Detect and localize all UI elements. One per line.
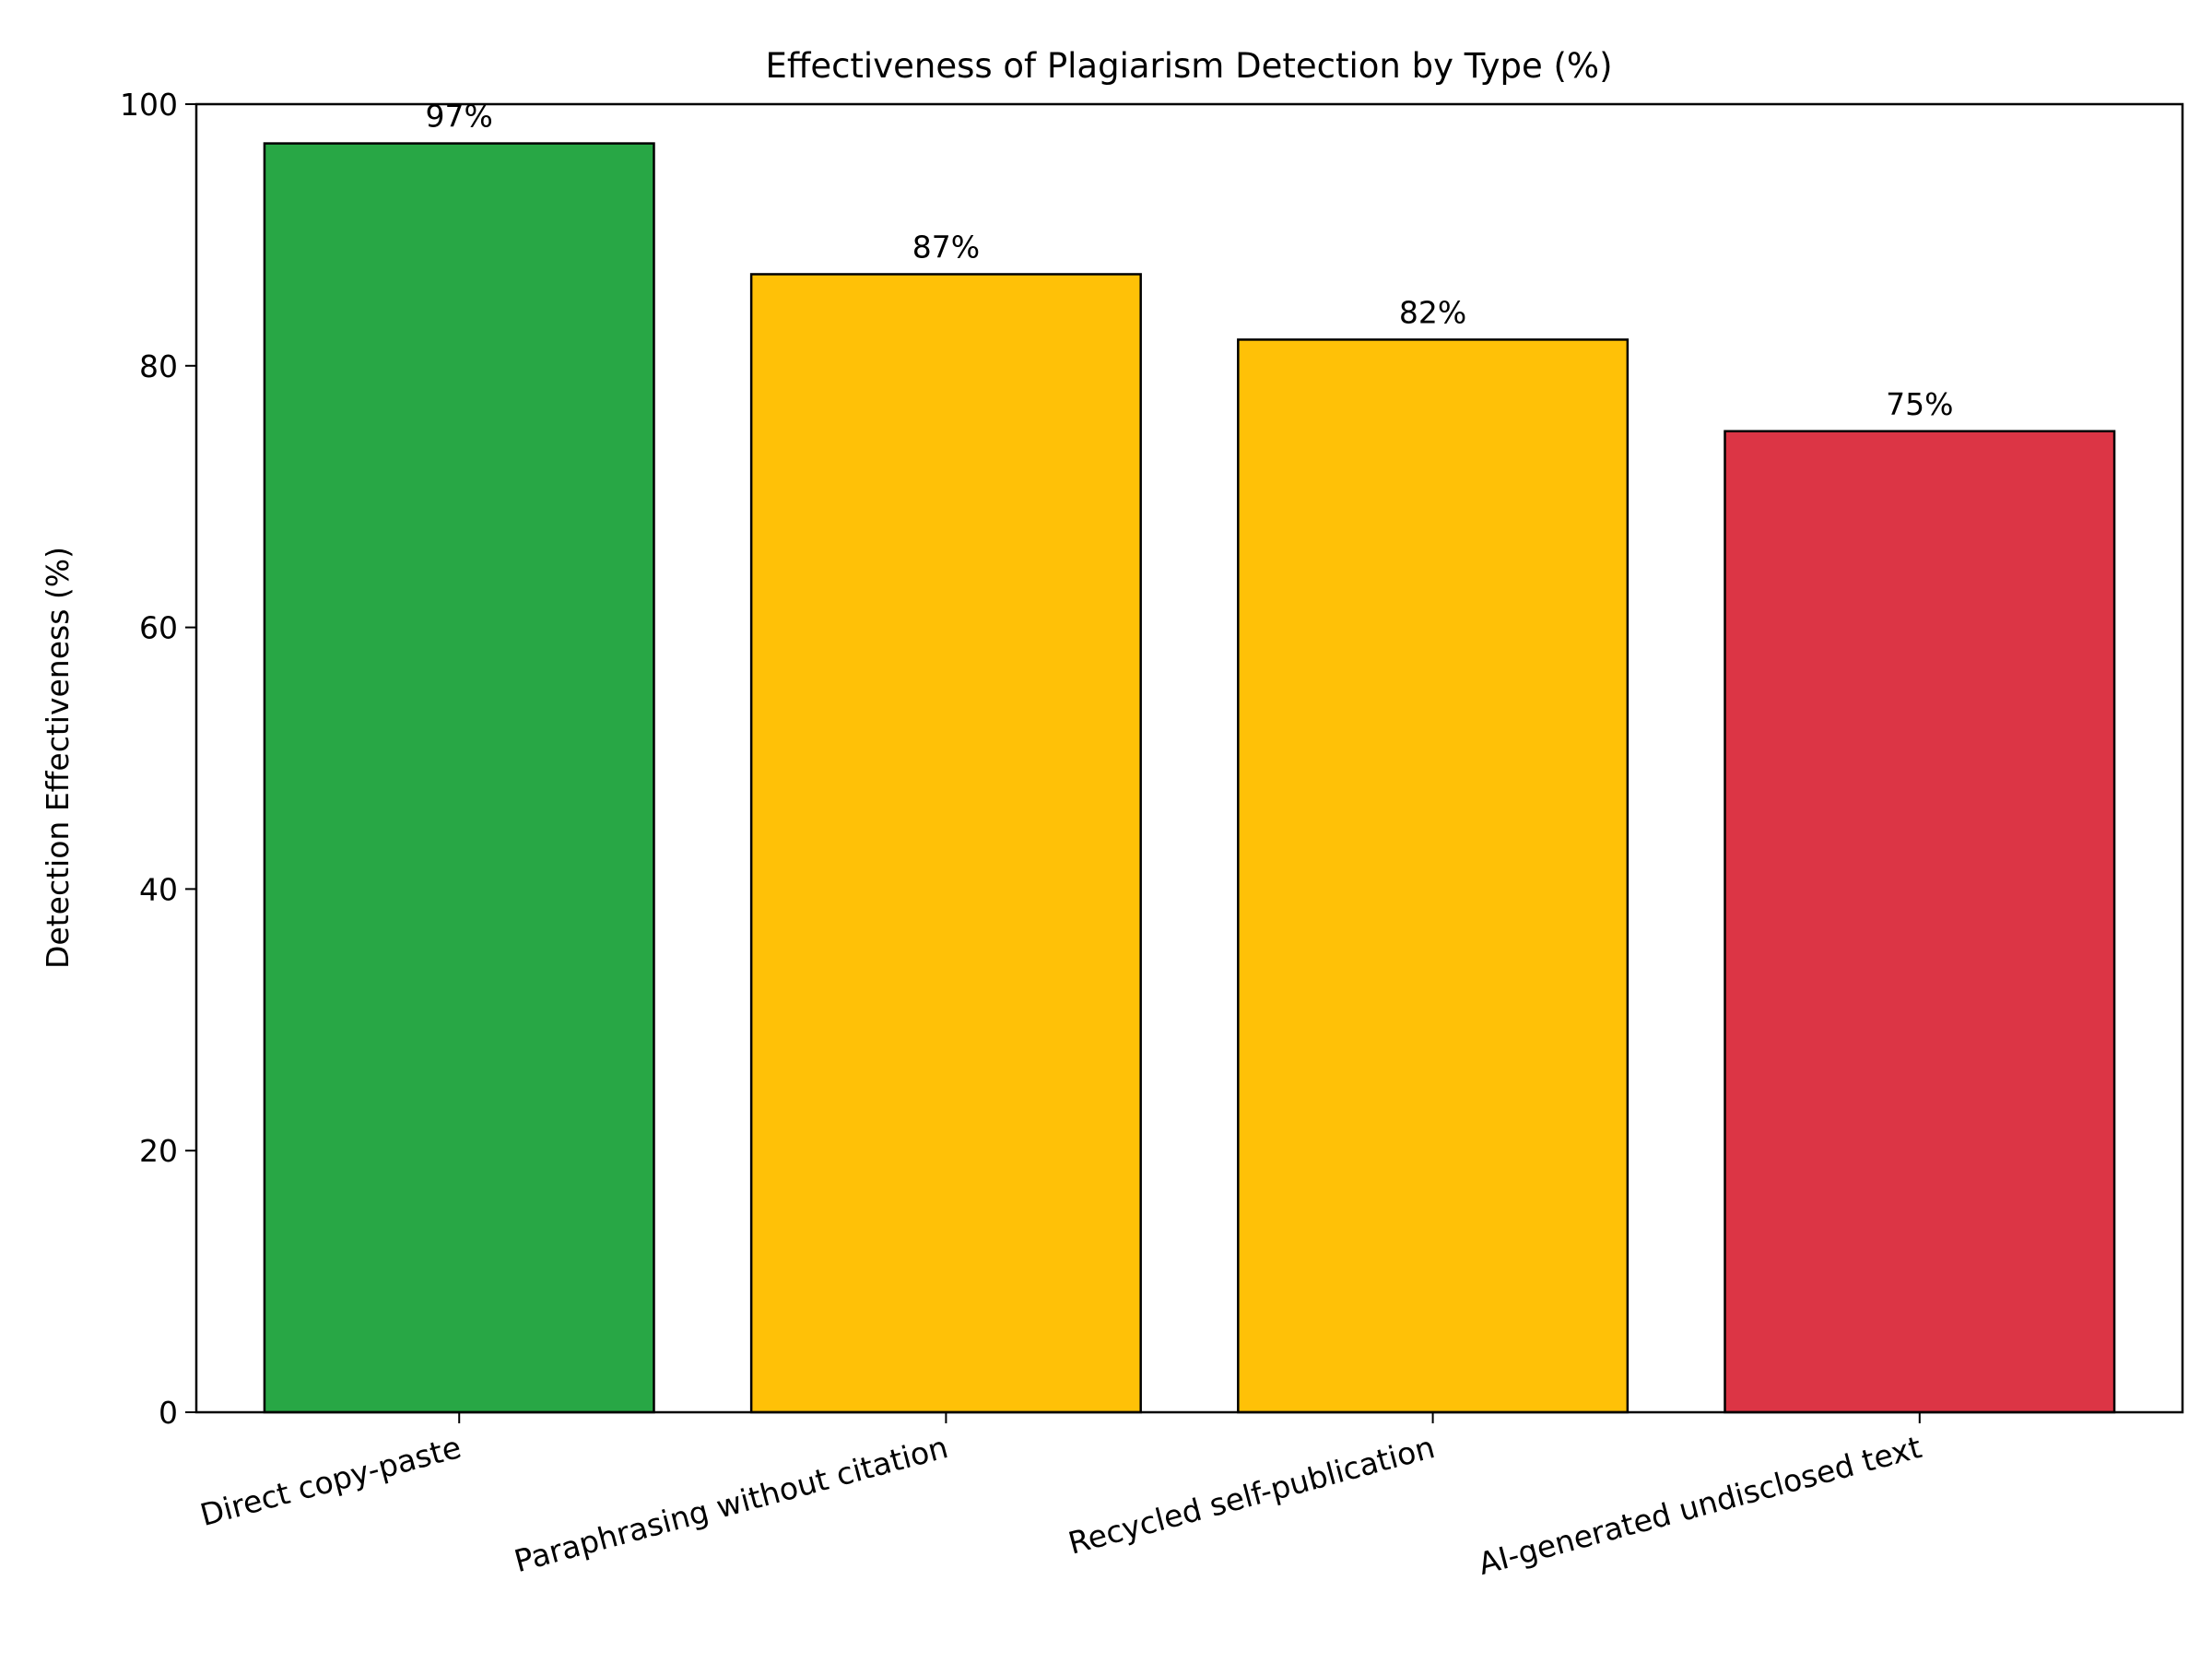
x-tick-label-3: AI-generated undisclosed text xyxy=(1475,1429,1925,1582)
y-tick-label-1: 20 xyxy=(139,1133,178,1169)
bar-3 xyxy=(1724,430,2116,1414)
x-tick-label-0: Direct copy-paste xyxy=(196,1429,465,1533)
y-axis-label: Detection Effectiveness (%) xyxy=(40,547,76,969)
y-tick-label-0: 0 xyxy=(159,1395,178,1431)
chart-title: Effectiveness of Plagiarism Detection by… xyxy=(765,46,1612,86)
plot-area-frame xyxy=(194,102,2184,1414)
bars-layer xyxy=(263,142,2116,1414)
y-axis: 0 20 40 60 80 100 xyxy=(120,87,196,1431)
bar-0 xyxy=(263,142,655,1414)
x-tick-label-2: Recycled self-publication xyxy=(1065,1429,1439,1562)
bar-2 xyxy=(1237,338,1630,1414)
data-label-1: 87% xyxy=(912,229,980,265)
data-label-2: 82% xyxy=(1399,294,1466,330)
data-label-3: 75% xyxy=(1886,386,1953,422)
x-tick-label-1: Paraphrasing without citation xyxy=(511,1429,952,1579)
y-tick-label-3: 60 xyxy=(139,610,178,646)
bar-1 xyxy=(749,273,1142,1414)
y-tick-label-4: 80 xyxy=(139,348,178,384)
x-axis: Direct copy-paste Paraphrasing without ci… xyxy=(196,1412,1925,1582)
y-tick-label-5: 100 xyxy=(120,87,178,123)
y-tick-label-2: 40 xyxy=(139,871,178,907)
